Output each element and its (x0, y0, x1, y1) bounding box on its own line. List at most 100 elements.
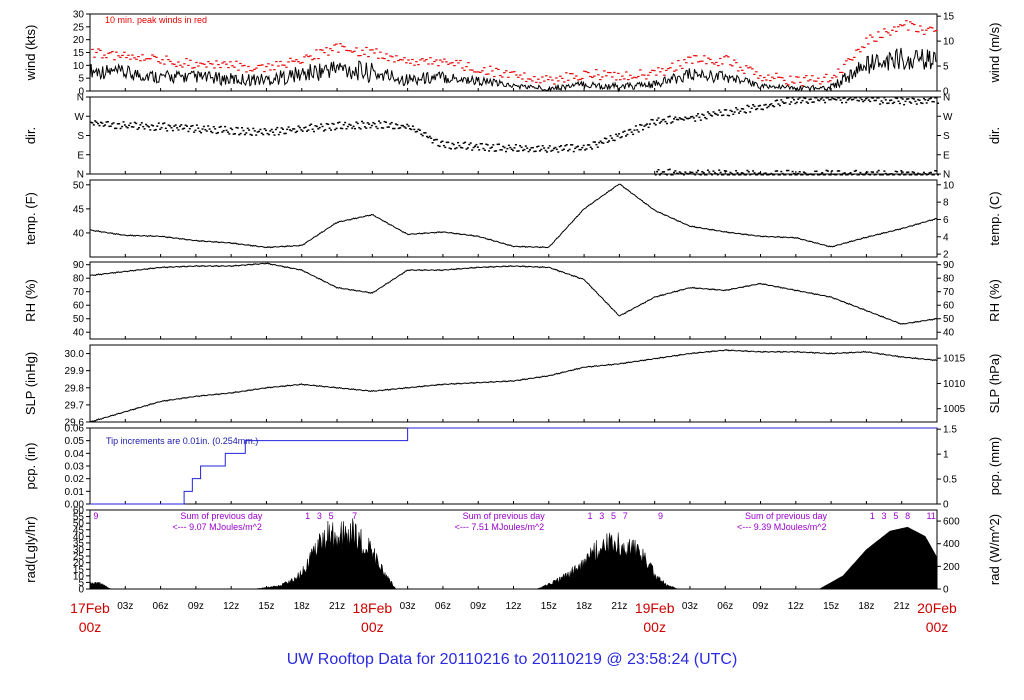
dir-dir-mark (790, 174, 793, 176)
wind-peak-mark (509, 71, 512, 73)
dir-dir-mark (794, 174, 797, 176)
dir-dir-mark (423, 132, 426, 134)
dir-dir-mark (400, 124, 403, 127)
dir-dir-mark (540, 148, 543, 151)
dir-dir-mark (921, 102, 924, 105)
dir-dir-mark (642, 128, 644, 131)
wind-peak-mark (119, 56, 122, 58)
dir-dir-mark (591, 148, 594, 150)
dir-dir-mark (759, 104, 762, 107)
wind-peak-mark (187, 64, 190, 66)
wind-peak-mark (921, 29, 924, 31)
wind-peak-mark (821, 81, 824, 83)
dir-dir-mark (441, 140, 444, 142)
dir-dir-mark (846, 99, 849, 101)
dir-dir-mark (849, 97, 852, 99)
dir-dir-mark (910, 174, 913, 176)
wind-peak-mark (655, 74, 658, 76)
dir-dir-mark (690, 171, 692, 174)
rad-ytick-right-label: 600 (943, 517, 960, 528)
wind-peak-mark (903, 24, 906, 26)
wind-peak-mark (591, 76, 594, 78)
dir-dir-mark (887, 174, 890, 176)
wind-peak-mark (713, 63, 716, 65)
wind-peak-mark (793, 82, 796, 84)
dir-dir-mark (154, 128, 157, 131)
dir-dir-mark (901, 171, 904, 173)
dir-dir-mark (255, 134, 258, 136)
dir-dir-mark (887, 102, 890, 104)
dir-dir-mark (705, 117, 708, 120)
rh-ytick-left-label: 90 (73, 260, 85, 271)
wind-peak-mark (829, 80, 832, 82)
dir-dir-mark (307, 129, 310, 131)
wind-peak-mark (243, 64, 246, 67)
dir-dir-mark (427, 136, 430, 139)
wind-peak-mark (689, 56, 692, 58)
dir-dir-mark (867, 173, 870, 176)
wind-peak-mark (759, 75, 762, 77)
dir-dir-mark (610, 137, 613, 139)
dir-dir-mark (476, 146, 479, 148)
dir-dir-mark (291, 128, 294, 130)
dir-dir-mark (760, 108, 763, 110)
dir-dir-mark (668, 115, 671, 118)
wind-peak-mark (575, 75, 578, 77)
wind-peak-mark (751, 68, 754, 70)
dir-dir-mark (232, 133, 235, 135)
slp-ytick-left-label: 30.0 (65, 349, 85, 360)
wind-peak-mark (503, 72, 506, 74)
dir-dir-mark (608, 140, 611, 142)
pcp-ytick-left-label: 0.06 (65, 424, 85, 435)
dir-dir-mark (756, 174, 759, 176)
dir-dir-mark (913, 171, 915, 174)
dir-dir-mark (643, 125, 646, 127)
dir-dir-mark (95, 121, 98, 123)
dir-dir-mark (505, 150, 507, 153)
wind-peak-mark (103, 54, 106, 56)
wind-peak-mark (727, 56, 730, 58)
x-tick-label: 12z (505, 601, 521, 612)
wind-peak-mark (171, 63, 174, 65)
dir-dir-mark (495, 150, 498, 152)
wind-peak-mark (493, 75, 496, 78)
wind-peak-mark (153, 55, 156, 57)
dir-dir-mark (320, 123, 323, 125)
dir-dir-mark (218, 126, 221, 128)
rad-hour-marker: 5 (611, 511, 616, 521)
wind-peak-mark (167, 59, 170, 61)
rad-hour-marker: 3 (599, 511, 604, 521)
wind-peak-mark (531, 80, 534, 82)
dir-dir-mark (719, 171, 722, 174)
wind-peak-mark (879, 36, 882, 38)
dir-dir-mark (783, 102, 786, 104)
dir-dir-mark (506, 147, 509, 150)
dir-dir-mark (461, 147, 464, 149)
dir-dir-mark (776, 99, 779, 101)
dir-dir-mark (589, 146, 592, 149)
wind-peak-mark (93, 56, 96, 58)
wind-peak-mark (259, 64, 262, 66)
dir-dir-mark (243, 133, 246, 136)
dir-dir-mark (856, 99, 859, 102)
rh-ytick-right-label: 70 (943, 287, 955, 298)
pcp-ytick-left-label: 0.00 (65, 500, 85, 511)
dir-dir-mark (279, 131, 282, 133)
dir-dir-mark (663, 118, 666, 121)
dir-dir-mark (833, 173, 836, 176)
dir-frame (89, 96, 938, 175)
dir-dir-mark (114, 127, 116, 130)
dir-dir-mark (208, 128, 211, 130)
dir-dir-mark (740, 108, 743, 110)
dir-dir-mark (499, 149, 502, 151)
dir-dir-mark (670, 122, 673, 124)
wind-peak-mark (781, 77, 784, 79)
wind-peak-mark (601, 76, 604, 78)
wind-peak-mark (795, 76, 798, 78)
wind-ytick-right-label: 15 (943, 12, 955, 23)
wind-peak-mark (893, 26, 896, 28)
panel-rad: 0510152025303540455055600200400600rad(Lg… (23, 506, 1002, 596)
dir-dir-mark (853, 97, 856, 99)
dir-dir-mark (729, 171, 732, 174)
dir-dir-mark (833, 98, 836, 100)
